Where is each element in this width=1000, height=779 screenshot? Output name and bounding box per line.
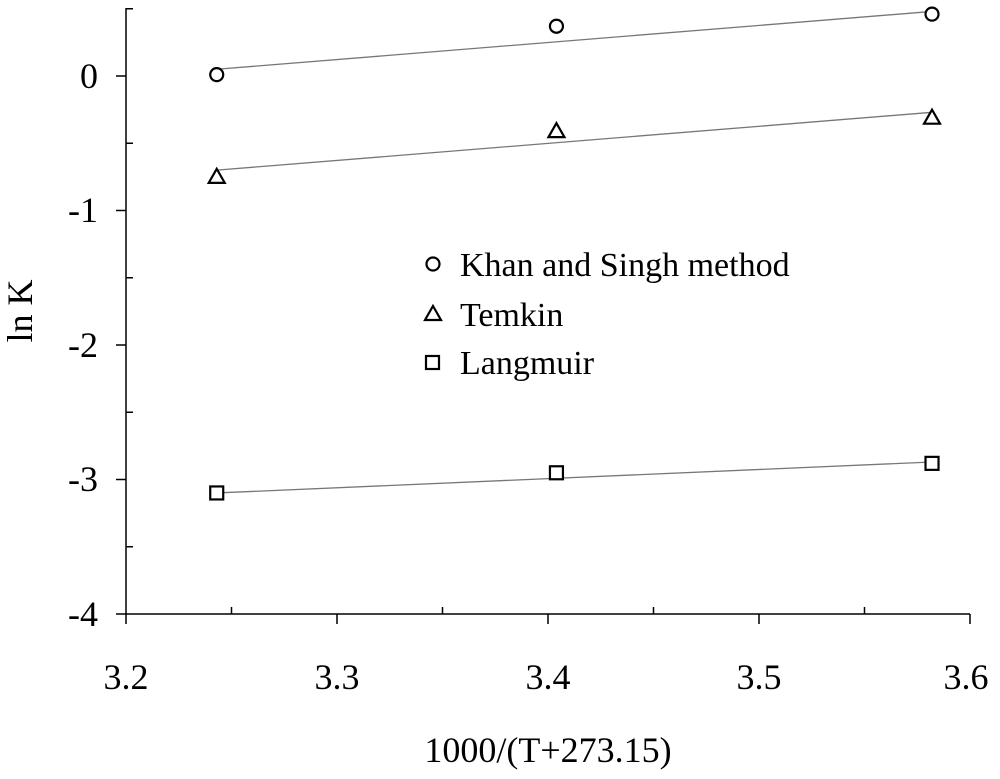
trendline-khan-and-singh-method (216, 10, 933, 70)
point-temkin-1 (546, 120, 567, 139)
point-langmuir-1 (548, 465, 565, 481)
legend-marker-khan-and-singh (425, 256, 441, 272)
point-temkin-2 (922, 107, 942, 125)
trendline-langmuir (216, 461, 933, 494)
y-axis-ticks (116, 8, 133, 615)
point-langmuir-2 (924, 455, 940, 471)
point-khan-and-singh-method-1 (548, 18, 565, 34)
point-khan-and-singh-method-2 (924, 6, 940, 22)
y-tick-label-1: -1 (68, 190, 98, 230)
x-tick-label-1: 3.3 (315, 657, 360, 697)
legend-marker-langmuir (424, 354, 441, 371)
x-tick-label-0: 3.2 (104, 657, 149, 697)
point-khan-and-singh-method-0 (209, 67, 225, 83)
point-temkin-0 (206, 166, 227, 184)
x-tick-label-3: 3.5 (737, 657, 782, 697)
y-tick-label-4: -4 (68, 594, 98, 634)
point-langmuir-0 (209, 485, 225, 501)
data-markers (206, 6, 942, 501)
trendlines (216, 10, 933, 494)
x-axis-title: 1000/(T+273.15) (424, 730, 671, 770)
legend: Khan and Singh method Temkin Langmuir (423, 247, 790, 382)
x-axis-ticks (125, 607, 971, 624)
y-tick-label-2: -2 (68, 325, 98, 365)
trendline-temkin (216, 111, 933, 171)
legend-label-langmuir: Langmuir (460, 345, 595, 382)
y-tick-label-3: -3 (68, 459, 98, 499)
y-tick-label-0: 0 (80, 56, 98, 96)
legend-marker-temkin (423, 303, 443, 322)
plot-area (116, 6, 971, 624)
x-tick-label-4: 3.6 (944, 657, 989, 697)
x-tick-label-2: 3.4 (526, 657, 571, 697)
legend-label-khan-and-singh: Khan and Singh method (460, 247, 790, 284)
legend-label-temkin: Temkin (460, 297, 563, 334)
y-axis-title: ln K (0, 279, 40, 342)
